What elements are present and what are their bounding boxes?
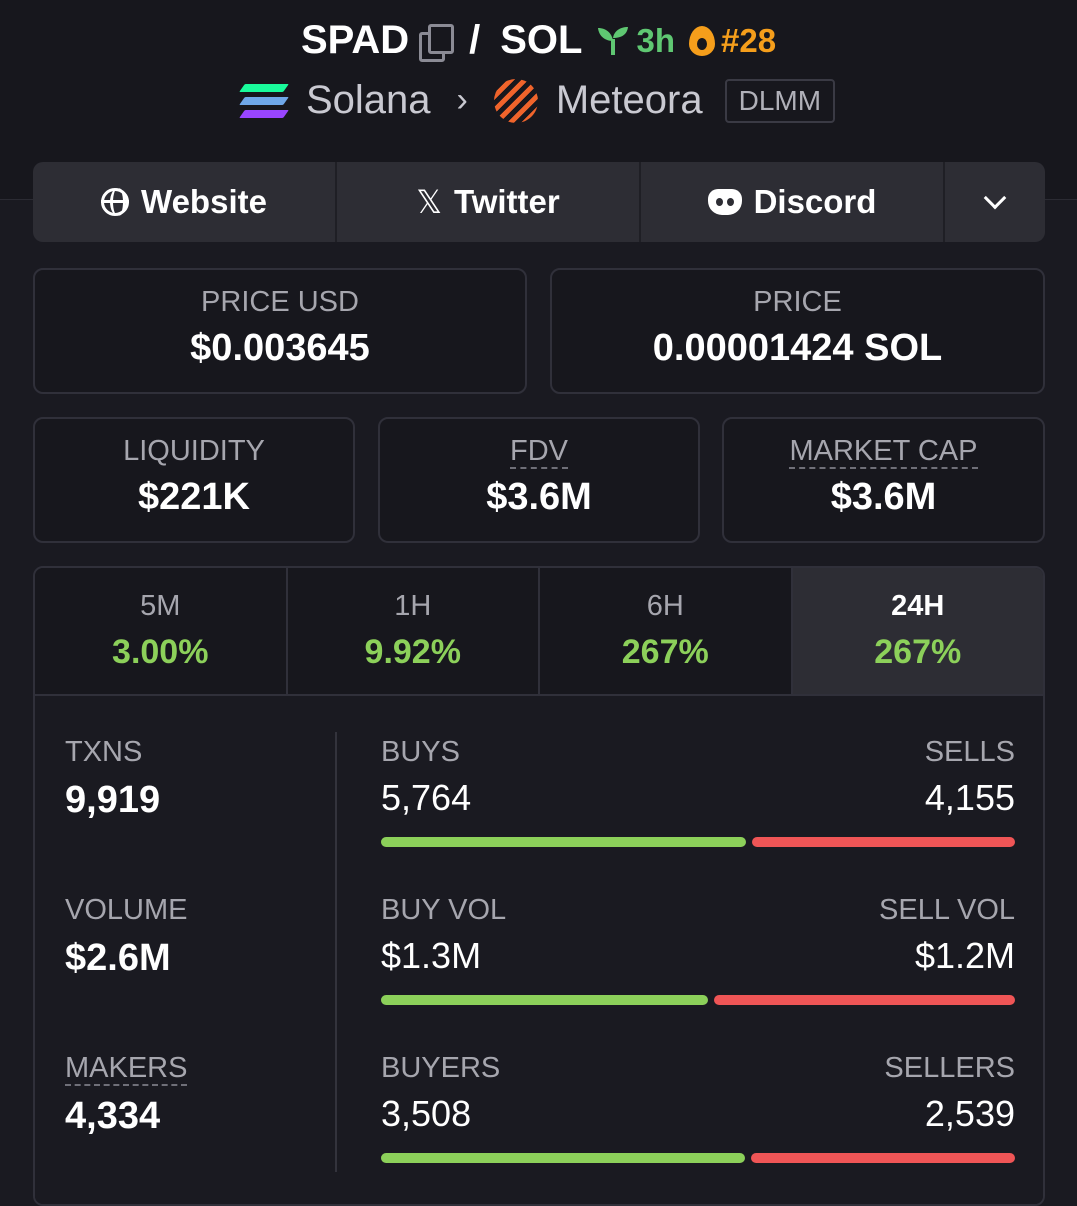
fdv-card: FDV $3.6M xyxy=(378,417,700,543)
chevron-down-icon xyxy=(983,186,1007,210)
globe-icon xyxy=(101,188,130,216)
pair-age-badge: 3h xyxy=(596,22,675,60)
sell-vol-value: $1.2M xyxy=(914,935,1015,976)
tab-change: 3.00% xyxy=(112,633,209,671)
buyers-label: BUYERS xyxy=(381,1052,501,1084)
sellers-value: 2,539 xyxy=(924,1093,1015,1134)
buy-sell-volume-bar xyxy=(381,995,1015,1005)
stats-body: TXNS 9,919 VOLUME $2.6M MAKERS 4,334 BUY… xyxy=(35,696,1043,1204)
discord-logo-icon xyxy=(707,189,742,215)
chevron-right-icon: › xyxy=(456,81,468,119)
tab-label: 24H xyxy=(891,590,945,622)
liquidity-card: LIQUIDITY $221K xyxy=(33,417,355,543)
buy-sell-volume-stat: BUY VOL SELL VOL $1.3M $1.2M xyxy=(381,894,1015,1005)
sells-value: 4,155 xyxy=(924,777,1015,818)
fdv-label[interactable]: FDV xyxy=(510,435,568,469)
liquidity-label: LIQUIDITY xyxy=(123,435,265,467)
price-usd-value: $0.003645 xyxy=(190,327,370,369)
buy-vol-value: $1.3M xyxy=(381,935,482,976)
token-symbol: SPAD xyxy=(300,18,410,62)
tab-6h[interactable]: 6H 267% xyxy=(540,568,793,694)
tab-5m[interactable]: 5M 3.00% xyxy=(35,568,288,694)
txns-label: TXNS xyxy=(65,736,143,768)
buyers-bar-segment xyxy=(381,1153,746,1163)
website-label: Website xyxy=(141,183,267,220)
sellers-label: SELLERS xyxy=(884,1052,1015,1084)
buys-sells-stat: BUYS SELLS 5,764 4,155 xyxy=(381,736,1015,847)
stats-divider xyxy=(335,732,337,1172)
buyers-sellers-stat: BUYERS SELLERS 3,508 2,539 xyxy=(381,1052,1015,1163)
meteora-logo-icon xyxy=(493,78,538,123)
market-cap-value: $3.6M xyxy=(830,476,937,518)
stats-panel: 5M 3.00% 1H 9.92% 6H 267% 24H 267% TXNS … xyxy=(33,566,1045,1206)
x-logo-icon: 𝕏 xyxy=(416,184,443,220)
pool-type-badge: DLMM xyxy=(724,78,836,123)
tab-label: 6H xyxy=(646,590,684,622)
discord-label: Discord xyxy=(753,183,877,220)
tab-1h[interactable]: 1H 9.92% xyxy=(287,568,540,694)
market-cap-label[interactable]: MARKET CAP xyxy=(789,435,978,469)
makers-value: 4,334 xyxy=(65,1095,161,1137)
trending-rank: #28 xyxy=(720,21,777,59)
chain-dex-row: Solana › Meteora DLMM xyxy=(0,78,1077,123)
seedling-icon xyxy=(598,26,629,55)
buys-bar-segment xyxy=(381,837,746,847)
price-native-card: PRICE 0.00001424 SOL xyxy=(550,268,1045,394)
txns-value: 9,919 xyxy=(65,779,161,821)
buys-sells-bar xyxy=(381,837,1015,847)
sell-vol-bar-segment xyxy=(713,995,1015,1005)
website-button[interactable]: Website xyxy=(33,162,337,242)
twitter-button[interactable]: 𝕏 Twitter xyxy=(337,162,641,242)
social-links-bar: Website 𝕏 Twitter Discord xyxy=(33,162,1045,242)
twitter-label: Twitter xyxy=(454,183,560,220)
quote-symbol: SOL xyxy=(500,18,583,62)
tab-change: 267% xyxy=(621,633,709,671)
buy-vol-bar-segment xyxy=(381,995,708,1005)
solana-logo-icon xyxy=(239,83,289,118)
buys-label: BUYS xyxy=(381,736,460,768)
makers-stat: MAKERS 4,334 xyxy=(65,1052,188,1138)
makers-label[interactable]: MAKERS xyxy=(65,1052,188,1086)
timeframe-tabs: 5M 3.00% 1H 9.92% 6H 267% 24H 267% xyxy=(35,568,1043,696)
discord-button[interactable]: Discord xyxy=(641,162,945,242)
pair-title-row: SPAD / SOL 3h #28 xyxy=(0,18,1077,63)
txns-stat: TXNS 9,919 xyxy=(65,736,160,822)
sell-vol-label: SELL VOL xyxy=(879,894,1015,926)
trending-rank-badge[interactable]: #28 xyxy=(688,21,777,60)
sells-bar-segment xyxy=(751,837,1015,847)
chain-name[interactable]: Solana xyxy=(305,78,431,122)
sells-label: SELLS xyxy=(924,736,1015,768)
flame-icon xyxy=(688,25,715,56)
buys-value: 5,764 xyxy=(381,777,472,818)
buyers-sellers-bar xyxy=(381,1153,1015,1163)
tab-label: 1H xyxy=(394,590,432,622)
tab-change: 9.92% xyxy=(364,633,461,671)
price-native-label: PRICE xyxy=(753,286,842,318)
buy-vol-label: BUY VOL xyxy=(381,894,507,926)
price-usd-label: PRICE USD xyxy=(201,286,359,318)
dex-name[interactable]: Meteora xyxy=(555,78,703,122)
sellers-bar-segment xyxy=(751,1153,1015,1163)
tab-24h[interactable]: 24H 267% xyxy=(792,568,1043,694)
price-native-value: 0.00001424 SOL xyxy=(652,327,943,369)
more-links-button[interactable] xyxy=(945,162,1045,242)
tab-change: 267% xyxy=(874,633,962,671)
market-cap-card: MARKET CAP $3.6M xyxy=(722,417,1045,543)
volume-value: $2.6M xyxy=(65,937,171,979)
pair-age: 3h xyxy=(636,21,675,59)
buyers-value: 3,508 xyxy=(381,1093,472,1134)
liquidity-value: $221K xyxy=(138,476,250,518)
pair-separator: / xyxy=(469,18,481,62)
tab-label: 5M xyxy=(140,590,181,622)
copy-icon[interactable] xyxy=(419,23,455,62)
fdv-value: $3.6M xyxy=(486,476,592,518)
volume-stat: VOLUME $2.6M xyxy=(65,894,187,980)
volume-label: VOLUME xyxy=(65,894,188,926)
price-usd-card: PRICE USD $0.003645 xyxy=(33,268,527,394)
